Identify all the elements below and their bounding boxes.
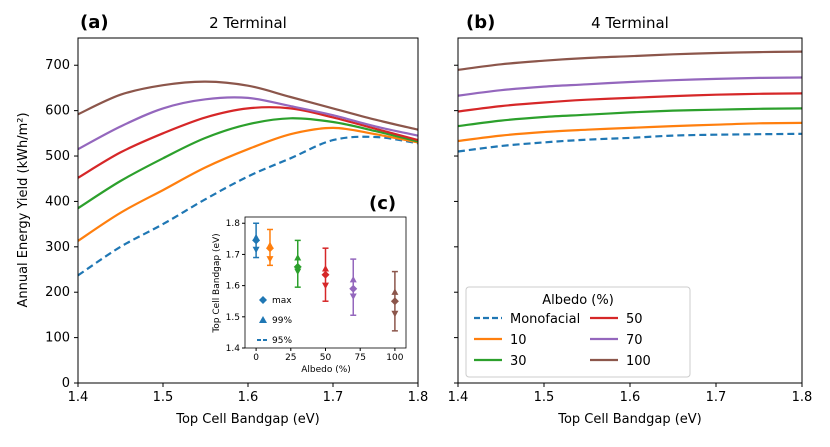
p95-marker: [349, 293, 357, 301]
p95-marker: [252, 246, 260, 254]
panel-c-xticks: 0 25 50 75 100: [253, 348, 404, 363]
inset-x-tick-label: 0: [253, 353, 259, 363]
panel-b-letter: (b): [466, 12, 495, 33]
legend-max-marker: [259, 296, 267, 304]
inset-y-tick-label: 1.8: [226, 219, 241, 229]
legend-box: [465, 286, 691, 378]
legend-label-50: 50: [626, 312, 643, 327]
y-tick-label: 600: [45, 104, 70, 119]
panel-b-title: 4 Terminal: [591, 14, 669, 32]
series-line-70: [77, 96, 419, 151]
panel-a-yticks: 0 100 200 300 400 500 600 700: [45, 58, 78, 391]
series-line-30: [457, 107, 803, 128]
panel-c-ylabel: Top Cell Bandgap (eV): [212, 233, 222, 333]
panel-a-title: 2 Terminal: [209, 14, 287, 32]
inset-x-tick-label: 50: [320, 353, 332, 363]
p99-marker: [391, 288, 399, 295]
panel-b-yticks: [454, 64, 458, 384]
legend-max-label: max: [272, 296, 292, 306]
x-tick-label: 1.8: [408, 390, 429, 405]
panel-a-ylabel: Annual Energy Yield (kWh/m²): [16, 112, 31, 307]
series-line-10: [457, 121, 803, 143]
p99-marker: [322, 264, 329, 272]
series-line-100: [457, 50, 803, 71]
series-line-100: [77, 80, 419, 131]
x-tick-label: 1.4: [448, 390, 469, 405]
series-line-70: [457, 76, 803, 97]
panel-a: (a) 2 Terminal 1.4 1.5 1.6 1.7 1.8 0 100 200 30…: [16, 12, 428, 427]
x-tick-label: 1.4: [68, 390, 89, 405]
panel-c-letter: (c): [369, 193, 396, 214]
y-tick-label: 700: [45, 58, 70, 73]
inset-y-tick-label: 1.4: [226, 344, 241, 354]
legend-99-marker: [259, 316, 267, 323]
inset-y-tick-label: 1.7: [226, 250, 240, 260]
p99-marker: [252, 233, 260, 241]
inset-y-tick-label: 1.5: [226, 313, 240, 323]
panel-b-xlabel: Top Cell Bandgap (eV): [557, 412, 702, 427]
y-tick-label: 300: [45, 240, 70, 255]
x-tick-label: 1.5: [153, 390, 174, 405]
y-tick-label: 100: [45, 331, 70, 346]
p95-marker: [322, 282, 329, 290]
inset-y-tick-label: 1.6: [226, 282, 241, 292]
albedo-legend: Albedo (%) Monofacial 50 10 70 30 100: [465, 286, 691, 378]
inset-x-tick-label: 100: [386, 353, 403, 363]
series-line-50: [77, 106, 419, 179]
series-line-30: [77, 117, 419, 210]
x-tick-label: 1.6: [238, 390, 259, 405]
legend-99-label: 99%: [272, 316, 292, 326]
max-marker: [321, 270, 330, 279]
y-tick-label: 400: [45, 194, 70, 209]
panel-a-letter: (a): [80, 12, 109, 33]
legend-label-10: 10: [510, 333, 527, 348]
legend-label-100: 100: [626, 354, 651, 369]
max-marker: [349, 284, 358, 293]
legend-label-monofacial: Monofacial: [510, 312, 580, 327]
p95-marker: [391, 310, 399, 318]
inset-x-tick-label: 75: [354, 353, 365, 363]
panel-c: (c) 0 25 50 75 100 1.4 1.5 1.6 1.7 1.8 Albedo (%…: [212, 193, 407, 375]
panel-c-points: [252, 222, 399, 332]
panel-c-xlabel: Albedo (%): [301, 365, 351, 375]
y-tick-label: 200: [45, 285, 70, 300]
max-marker: [390, 297, 399, 306]
inset-x-tick-label: 25: [285, 353, 296, 363]
y-tick-label: 500: [45, 149, 70, 164]
p95-marker: [294, 268, 302, 276]
p95-marker: [266, 256, 274, 263]
y-tick-label: 0: [62, 376, 70, 391]
legend-label-30: 30: [510, 354, 527, 369]
legend-entries: Monofacial 50 10 70 30 100: [474, 312, 651, 369]
series-line-50: [457, 92, 803, 113]
x-tick-label: 1.8: [792, 390, 813, 405]
panel-a-lines: [77, 80, 419, 277]
legend-label-70: 70: [626, 333, 643, 348]
x-tick-label: 1.7: [706, 390, 727, 405]
panel-c-yticks: 1.4 1.5 1.6 1.7 1.8: [226, 219, 245, 354]
x-tick-label: 1.6: [620, 390, 641, 405]
panel-b-lines: [457, 50, 803, 153]
p99-marker: [349, 275, 357, 283]
panel-c-background: [220, 217, 406, 350]
x-tick-label: 1.7: [323, 390, 344, 405]
p99-marker: [266, 241, 274, 249]
x-tick-label: 1.5: [534, 390, 555, 405]
panel-a-xticks: 1.4 1.5 1.6 1.7 1.8: [68, 383, 429, 405]
legend-95-label: 95%: [272, 336, 292, 346]
panel-c-legend: max 99% 95%: [257, 296, 292, 346]
p99-marker: [294, 254, 302, 261]
panel-b-xticks: 1.4 1.5 1.6 1.7 1.8: [448, 383, 813, 405]
series-line-10: [77, 126, 419, 242]
series-line-monofacial: [457, 132, 803, 153]
legend-title: Albedo (%): [542, 293, 614, 308]
series-line-monofacial: [77, 135, 419, 277]
panel-b: (b) 4 Terminal 1.4 1.5 1.6 1.7 1.8 Top Cell …: [448, 12, 813, 427]
panel-a-xlabel: Top Cell Bandgap (eV): [175, 412, 320, 427]
